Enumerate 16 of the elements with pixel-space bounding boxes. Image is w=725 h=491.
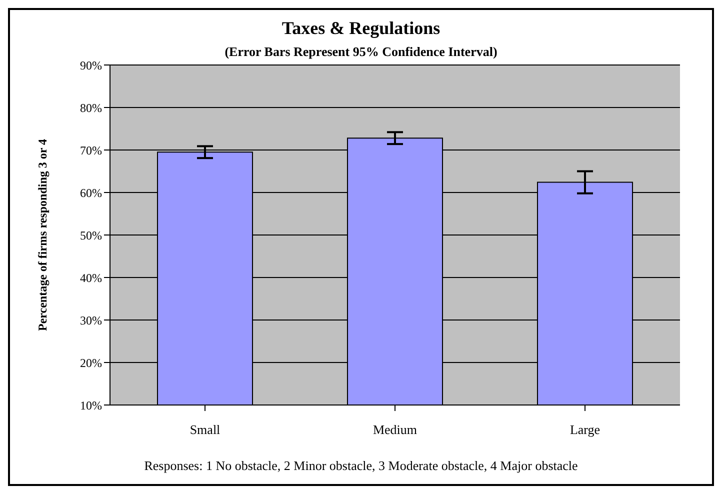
y-tick-label: 70% — [80, 143, 102, 158]
chart-title: Taxes & Regulations — [280, 18, 442, 39]
y-tick-label: 50% — [80, 228, 102, 242]
y-tick-label: 40% — [80, 270, 102, 285]
y-tick-label: 60% — [80, 186, 102, 200]
x-tick-label: Small — [190, 422, 221, 438]
chart-subtitle: (Error Bars Represent 95% Confidence Interval) — [224, 44, 498, 60]
y-tick-label: 90% — [80, 58, 102, 72]
y-tick-label: 10% — [80, 398, 102, 412]
y-tick-label: 30% — [80, 313, 102, 328]
y-axis-title: Percentage of firms responding 3 or 4 — [35, 139, 50, 331]
text: Responses: 1 No obstacle, 2 Minor obstacle, 3 Moderate obstacle, 4 Major obstacle — [143, 458, 579, 474]
x-tick-label: Large — [570, 422, 600, 438]
y-tick-label: 20% — [80, 356, 102, 370]
x-tick-label: Medium — [372, 422, 418, 438]
y-tick-label: 80% — [80, 100, 102, 115]
